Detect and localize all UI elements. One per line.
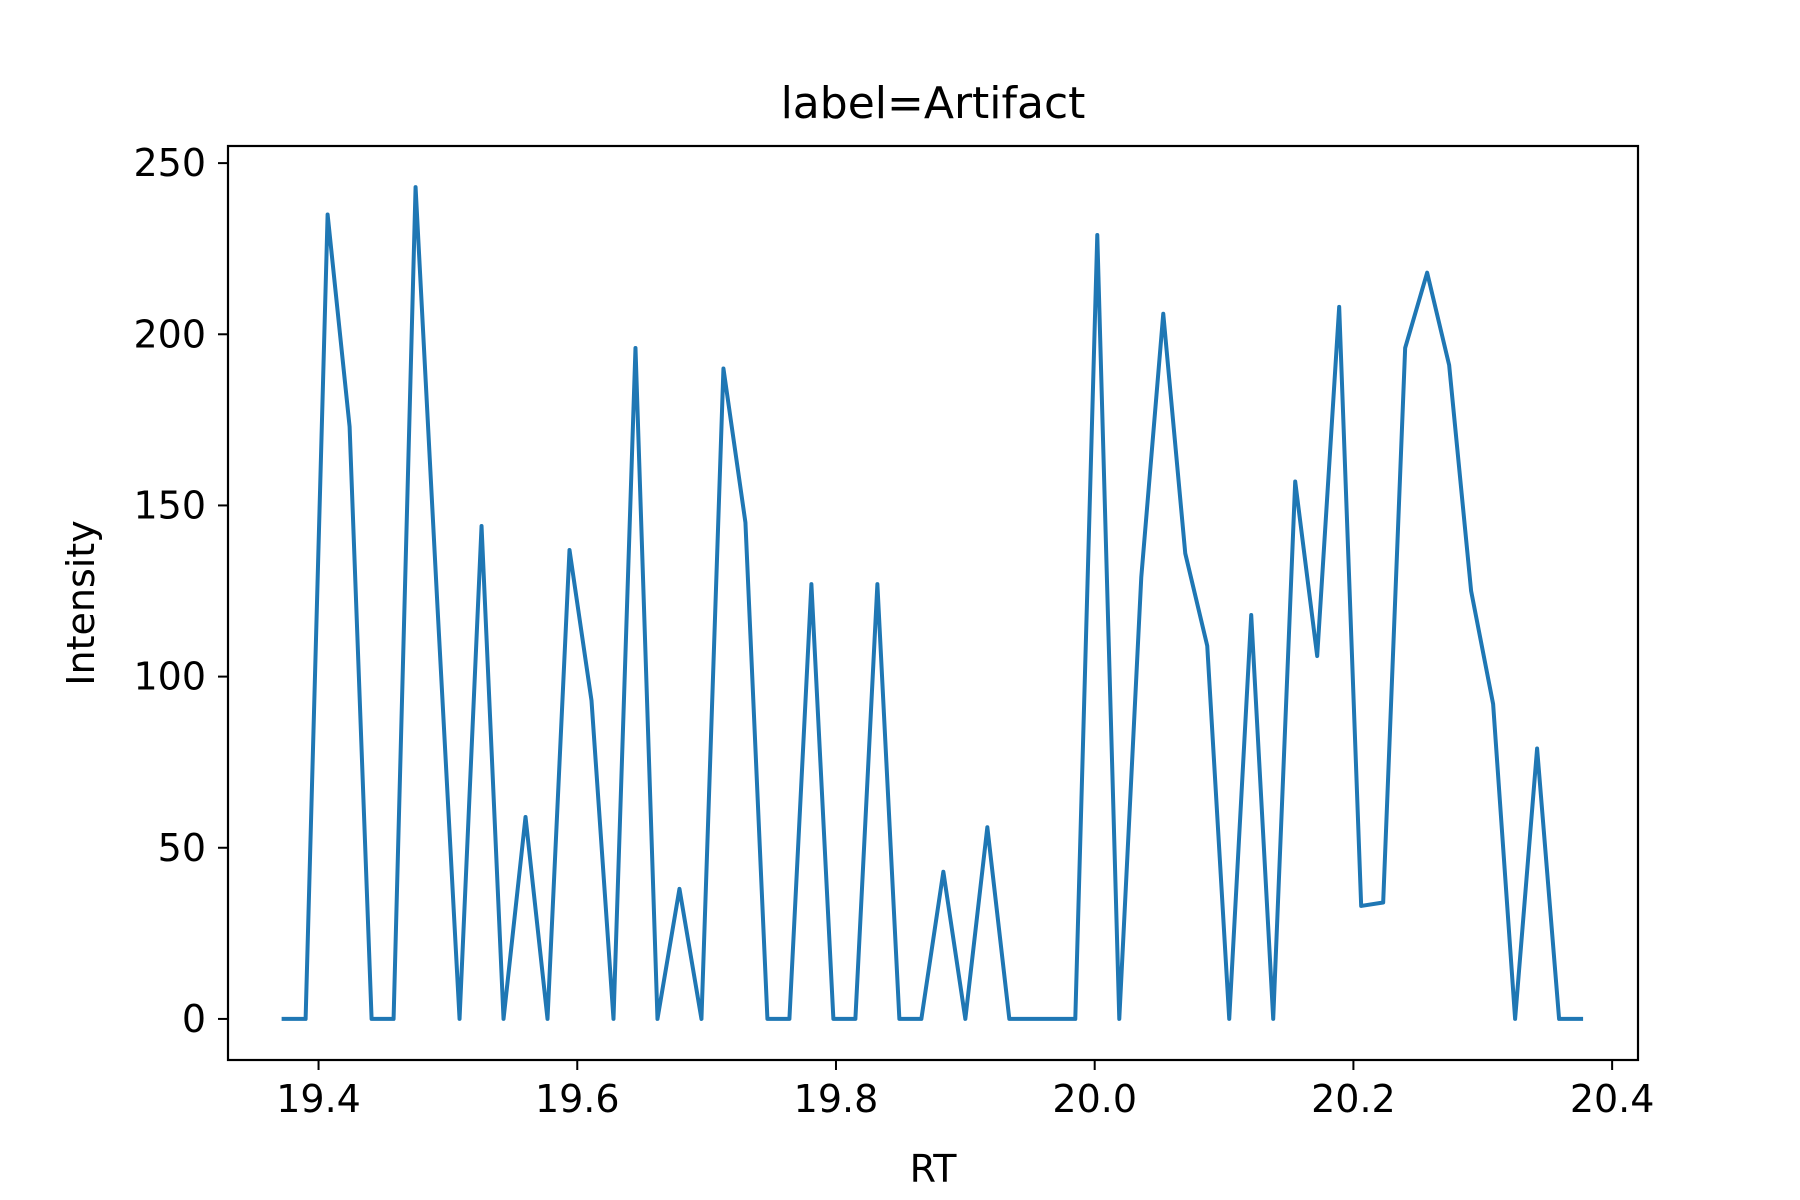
x-tick-label: 20.0: [1052, 1077, 1137, 1121]
x-tick-label: 19.4: [276, 1077, 361, 1121]
x-tick-label: 20.2: [1311, 1077, 1396, 1121]
series-line: [281, 185, 1584, 1021]
x-tick-label: 19.6: [535, 1077, 620, 1121]
x-axis-label: RT: [910, 1147, 958, 1191]
plot-content: [281, 185, 1584, 1021]
y-tick-label: 50: [158, 826, 206, 870]
y-tick-label: 0: [182, 997, 206, 1041]
x-axis: 19.4 19.6 19.8 20.0 20.2 20.4: [276, 1060, 1654, 1121]
y-tick-label: 150: [133, 483, 206, 527]
y-tick-label: 250: [133, 141, 206, 185]
y-axis: 0 50 100 150 200 250: [133, 141, 228, 1041]
plot-frame: [226, 144, 1640, 1062]
y-axis-label: Intensity: [59, 520, 103, 685]
y-tick-label: 100: [133, 655, 206, 699]
x-tick-label: 19.8: [794, 1077, 879, 1121]
y-tick-label: 200: [133, 312, 206, 356]
chart-title: label=Artifact: [781, 78, 1086, 129]
x-tick-label: 20.4: [1570, 1077, 1655, 1121]
